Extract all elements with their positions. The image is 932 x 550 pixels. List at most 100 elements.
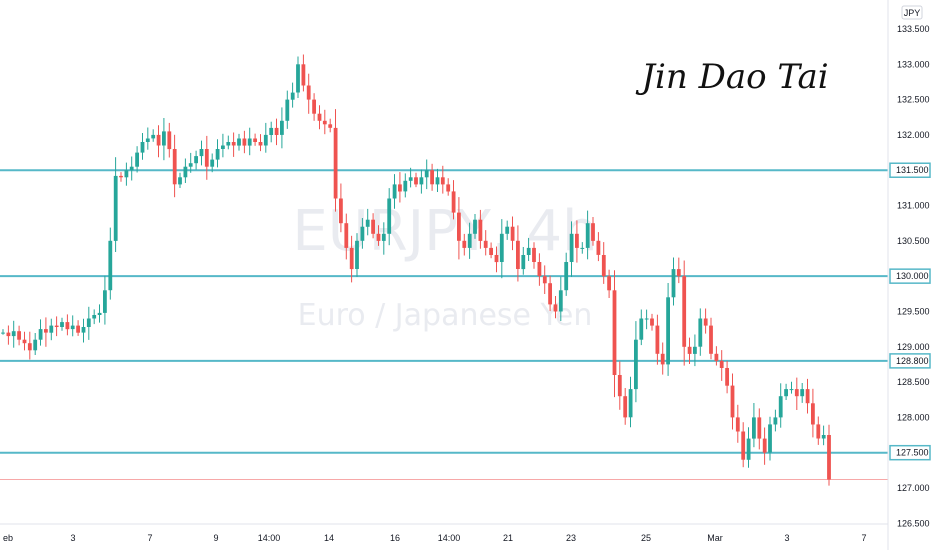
- candle: [435, 168, 440, 192]
- candle: [671, 257, 676, 306]
- candle: [349, 235, 354, 283]
- candle: [451, 180, 456, 220]
- candle: [81, 318, 86, 343]
- candle: [199, 140, 204, 166]
- candle: [296, 56, 300, 98]
- candle: [494, 246, 499, 273]
- candle: [60, 317, 64, 331]
- candle: [424, 159, 429, 190]
- currency-badge[interactable]: JPY: [901, 5, 923, 20]
- candle: [263, 122, 268, 153]
- candle: [17, 325, 21, 346]
- x-tick-label: 3: [70, 533, 75, 543]
- x-tick-label: 7: [861, 533, 866, 543]
- candle: [312, 93, 316, 121]
- candle: [612, 270, 617, 398]
- candle: [140, 133, 145, 160]
- x-tick-label: 23: [566, 533, 576, 543]
- candle: [580, 242, 585, 254]
- x-tick-label: 14: [324, 533, 334, 543]
- candle: [666, 283, 670, 376]
- candle: [22, 331, 27, 351]
- level-tag-label: 131.500: [896, 165, 929, 175]
- candle: [344, 213, 349, 260]
- candle: [33, 333, 38, 355]
- watermark-symbol: EURJPY, 4h: [292, 199, 597, 264]
- y-tick-label: 127.000: [897, 483, 930, 493]
- candle: [274, 118, 279, 146]
- candle: [467, 222, 472, 259]
- candle: [510, 216, 515, 251]
- y-tick-label: 129.000: [897, 342, 930, 352]
- candle: [167, 122, 172, 158]
- level-tag-label: 130.000: [896, 271, 929, 281]
- candle: [596, 232, 601, 262]
- candle: [145, 127, 150, 150]
- level-tag-130.000: 130.000: [889, 268, 931, 284]
- candle: [65, 314, 70, 336]
- candle: [483, 230, 488, 256]
- candle: [660, 342, 665, 375]
- candle: [553, 296, 558, 319]
- candle: [778, 383, 783, 428]
- candle: [762, 427, 767, 465]
- candle: [687, 337, 692, 364]
- candle: [462, 233, 467, 256]
- candle: [827, 424, 831, 486]
- candle: [355, 233, 359, 277]
- candle: [693, 334, 697, 367]
- candle: [473, 214, 477, 239]
- candle: [215, 139, 220, 168]
- candle: [92, 309, 97, 325]
- candle: [430, 163, 434, 191]
- candle: [339, 183, 343, 233]
- candle: [816, 416, 821, 445]
- candle: [446, 178, 451, 196]
- candle: [682, 260, 687, 366]
- candle: [725, 361, 729, 394]
- x-tick-label: eb: [3, 533, 13, 543]
- candle: [505, 220, 510, 240]
- candle: [746, 427, 751, 468]
- y-tick-label: 130.500: [897, 236, 930, 246]
- candle: [628, 376, 633, 428]
- candle: [188, 152, 193, 173]
- candle: [794, 377, 799, 410]
- candle: [591, 217, 595, 246]
- candle: [231, 132, 236, 157]
- candle: [719, 350, 724, 381]
- candle: [44, 317, 48, 347]
- candle: [328, 118, 333, 133]
- candle: [387, 188, 392, 246]
- y-tick-label: 128.500: [897, 377, 930, 387]
- time-axis[interactable]: eb 3 7 9 14:00 14 16 14:00 21 23 25 Mar 3 7: [3, 533, 867, 543]
- candle: [440, 165, 445, 194]
- candle: [124, 162, 129, 186]
- candle: [730, 373, 735, 430]
- candle: [789, 381, 794, 394]
- candle: [805, 378, 810, 414]
- candle: [457, 197, 461, 260]
- candle: [585, 210, 590, 260]
- candle: [521, 247, 526, 275]
- candle: [403, 173, 408, 198]
- candle: [676, 257, 681, 284]
- candle: [537, 253, 542, 286]
- candle: [70, 315, 75, 337]
- candle: [242, 130, 247, 154]
- y-tick-label: 126.500: [897, 518, 930, 528]
- candle: [103, 275, 107, 325]
- candle: [258, 134, 263, 152]
- candle: [607, 269, 611, 298]
- candle: [634, 321, 638, 403]
- candle: [371, 213, 375, 239]
- candle: [269, 121, 274, 143]
- x-tick-label: 14:00: [258, 533, 281, 543]
- candle: [86, 306, 91, 340]
- candle: [280, 107, 284, 149]
- candle: [27, 331, 32, 360]
- candle: [575, 220, 579, 263]
- candle: [650, 313, 654, 331]
- candle: [54, 316, 59, 337]
